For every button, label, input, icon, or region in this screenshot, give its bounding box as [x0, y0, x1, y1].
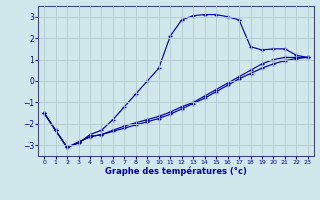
X-axis label: Graphe des températures (°c): Graphe des températures (°c) — [105, 167, 247, 176]
